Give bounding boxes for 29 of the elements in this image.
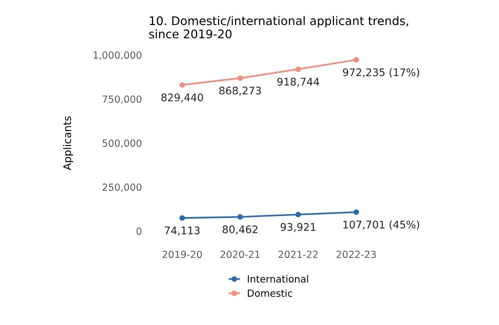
data-label: 107,701 (45%) [343,220,420,230]
point [179,215,185,221]
data-label: 829,440 [161,93,204,102]
y-tick-label: 750,000 [102,95,142,104]
point [179,82,185,88]
data-label: 918,744 [277,78,320,87]
data-label: 74,113 [164,226,200,236]
point [295,212,301,218]
x-tick-label: 2019-20 [162,250,202,258]
legend-label: International [248,275,308,283]
x-tick-label: 2020-21 [220,250,260,258]
y-tick-label: 250,000 [102,184,142,192]
point [237,75,243,81]
y-tick-label: 500,000 [102,139,142,148]
point [353,209,359,215]
y-tick-label: 0 [136,228,142,235]
point [353,57,359,63]
x-tick-label: 2022-23 [336,250,376,258]
chart-title: 10. Domestic/international applicant trends, since 2019-20 [149,16,408,38]
point [295,66,301,72]
y-tick-label: 1,000,000 [94,51,142,60]
data-label: 93,921 [280,223,316,232]
data-label: 80,462 [222,225,258,234]
data-label: 972,235 (17%) [342,68,420,78]
data-label: 868,273 [219,86,261,96]
x-tick-label: 2021-22 [278,250,318,258]
y-axis-title: Applicants [63,116,74,170]
point [237,214,243,220]
legend-label: Domestic [248,289,292,297]
